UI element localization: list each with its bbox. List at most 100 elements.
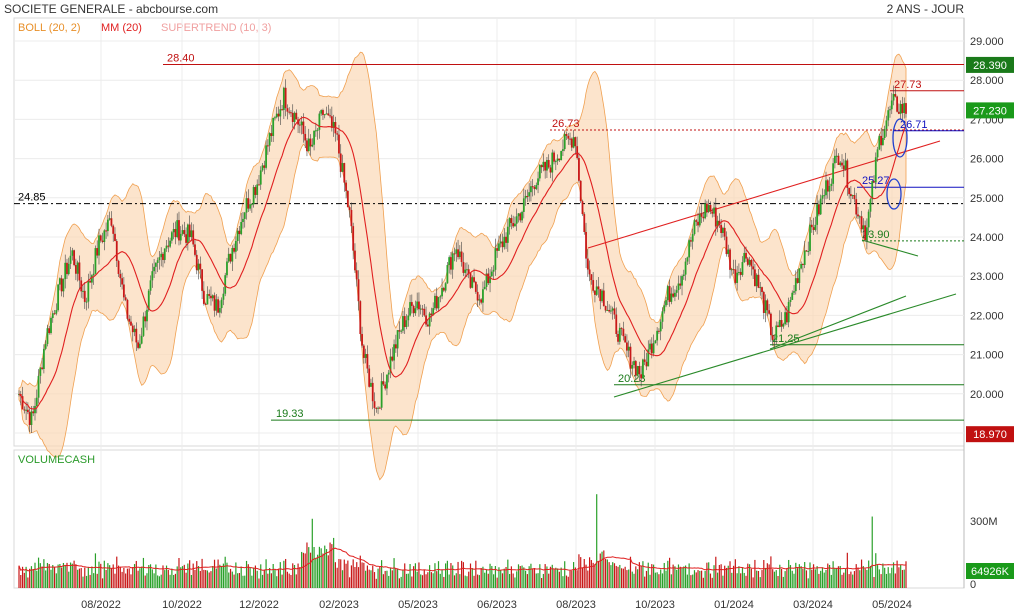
candle: [780, 320, 783, 327]
candle: [76, 262, 79, 274]
candle: [704, 203, 707, 219]
candle: [839, 162, 842, 165]
candle: [313, 130, 315, 145]
candle: [634, 361, 637, 376]
candle: [554, 161, 557, 163]
candle: [537, 178, 539, 186]
candle: [586, 258, 589, 270]
candle: [844, 160, 847, 170]
candle: [695, 220, 698, 222]
candle: [398, 330, 401, 332]
candle: [322, 110, 324, 115]
candle: [457, 249, 459, 258]
candle: [663, 305, 666, 312]
candle: [528, 192, 531, 197]
candle: [110, 218, 113, 226]
candle: [567, 135, 570, 139]
candle: [254, 187, 257, 195]
candle: [862, 225, 865, 230]
candle: [613, 308, 616, 315]
candle: [163, 248, 166, 260]
candle: [508, 218, 511, 227]
price-badge-label: 27.230: [973, 105, 1007, 117]
candle: [357, 279, 360, 302]
candle: [874, 157, 877, 183]
candle: [880, 135, 883, 146]
candle: [124, 297, 127, 300]
candle: [871, 181, 874, 200]
candle: [489, 276, 491, 284]
candle: [846, 160, 849, 189]
candle: [55, 310, 58, 314]
candle: [446, 265, 449, 284]
candle: [50, 318, 52, 334]
candle: [640, 374, 643, 379]
candle: [281, 109, 283, 111]
candle: [485, 273, 488, 287]
candle: [345, 182, 347, 192]
candle: [729, 249, 731, 270]
candle: [682, 274, 685, 277]
candle: [684, 261, 687, 275]
candle: [60, 278, 63, 292]
candle: [108, 218, 111, 220]
candle: [506, 226, 509, 243]
candle: [106, 219, 109, 232]
price-badges: 28.390 27.230 18.970: [966, 56, 1014, 443]
candle: [405, 320, 408, 327]
candle: [121, 278, 123, 285]
candle: [714, 207, 717, 227]
candle: [403, 316, 406, 327]
candle: [650, 343, 653, 354]
candle: [122, 284, 125, 298]
candle: [339, 153, 342, 172]
candle: [32, 411, 35, 414]
candle: [343, 163, 346, 183]
candle: [373, 401, 376, 408]
candle: [282, 87, 285, 111]
candle: [286, 108, 289, 112]
candle: [229, 253, 232, 262]
candle: [786, 312, 788, 323]
candle: [82, 290, 84, 292]
candle: [213, 295, 216, 311]
candle: [698, 213, 701, 226]
candle: [738, 271, 740, 273]
candle: [855, 199, 858, 215]
candle: [366, 354, 369, 369]
candle: [562, 149, 564, 151]
candle: [617, 333, 619, 342]
candle: [105, 230, 108, 232]
candle: [762, 291, 765, 314]
candle: [149, 280, 152, 291]
trend-line: [587, 140, 941, 249]
candle: [259, 170, 262, 185]
candle: [421, 308, 424, 310]
annotation-circles: [886, 118, 908, 210]
date-tick: 03/2024: [793, 599, 833, 611]
candle: [112, 225, 115, 234]
candle: [652, 343, 655, 354]
candle: [665, 300, 667, 306]
candle: [325, 113, 328, 115]
candle: [94, 248, 97, 274]
candle: [576, 146, 579, 159]
candle: [142, 316, 145, 336]
candle: [821, 195, 824, 199]
candle: [853, 195, 856, 200]
candle: [192, 230, 195, 245]
candle: [320, 110, 323, 114]
candle: [819, 198, 822, 215]
candle: [274, 117, 276, 119]
candle: [224, 275, 227, 294]
candle: [377, 407, 379, 409]
candle: [423, 308, 426, 316]
candle: [466, 269, 468, 271]
candle: [851, 195, 854, 197]
candle: [37, 375, 40, 398]
candle: [618, 327, 621, 342]
candle: [277, 113, 280, 117]
candle: [284, 87, 287, 109]
price-badge-label: 28.390: [973, 60, 1007, 72]
